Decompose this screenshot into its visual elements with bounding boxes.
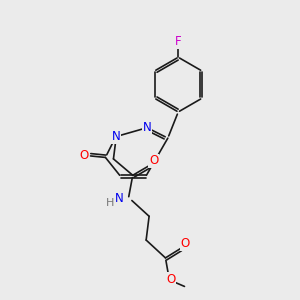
- Text: O: O: [149, 154, 158, 167]
- Text: N: N: [111, 130, 120, 143]
- Text: O: O: [166, 273, 175, 286]
- Text: F: F: [175, 35, 181, 48]
- Text: O: O: [79, 149, 88, 162]
- Text: O: O: [181, 237, 190, 250]
- Text: H: H: [106, 198, 115, 208]
- Text: N: N: [114, 192, 123, 205]
- Text: N: N: [143, 121, 152, 134]
